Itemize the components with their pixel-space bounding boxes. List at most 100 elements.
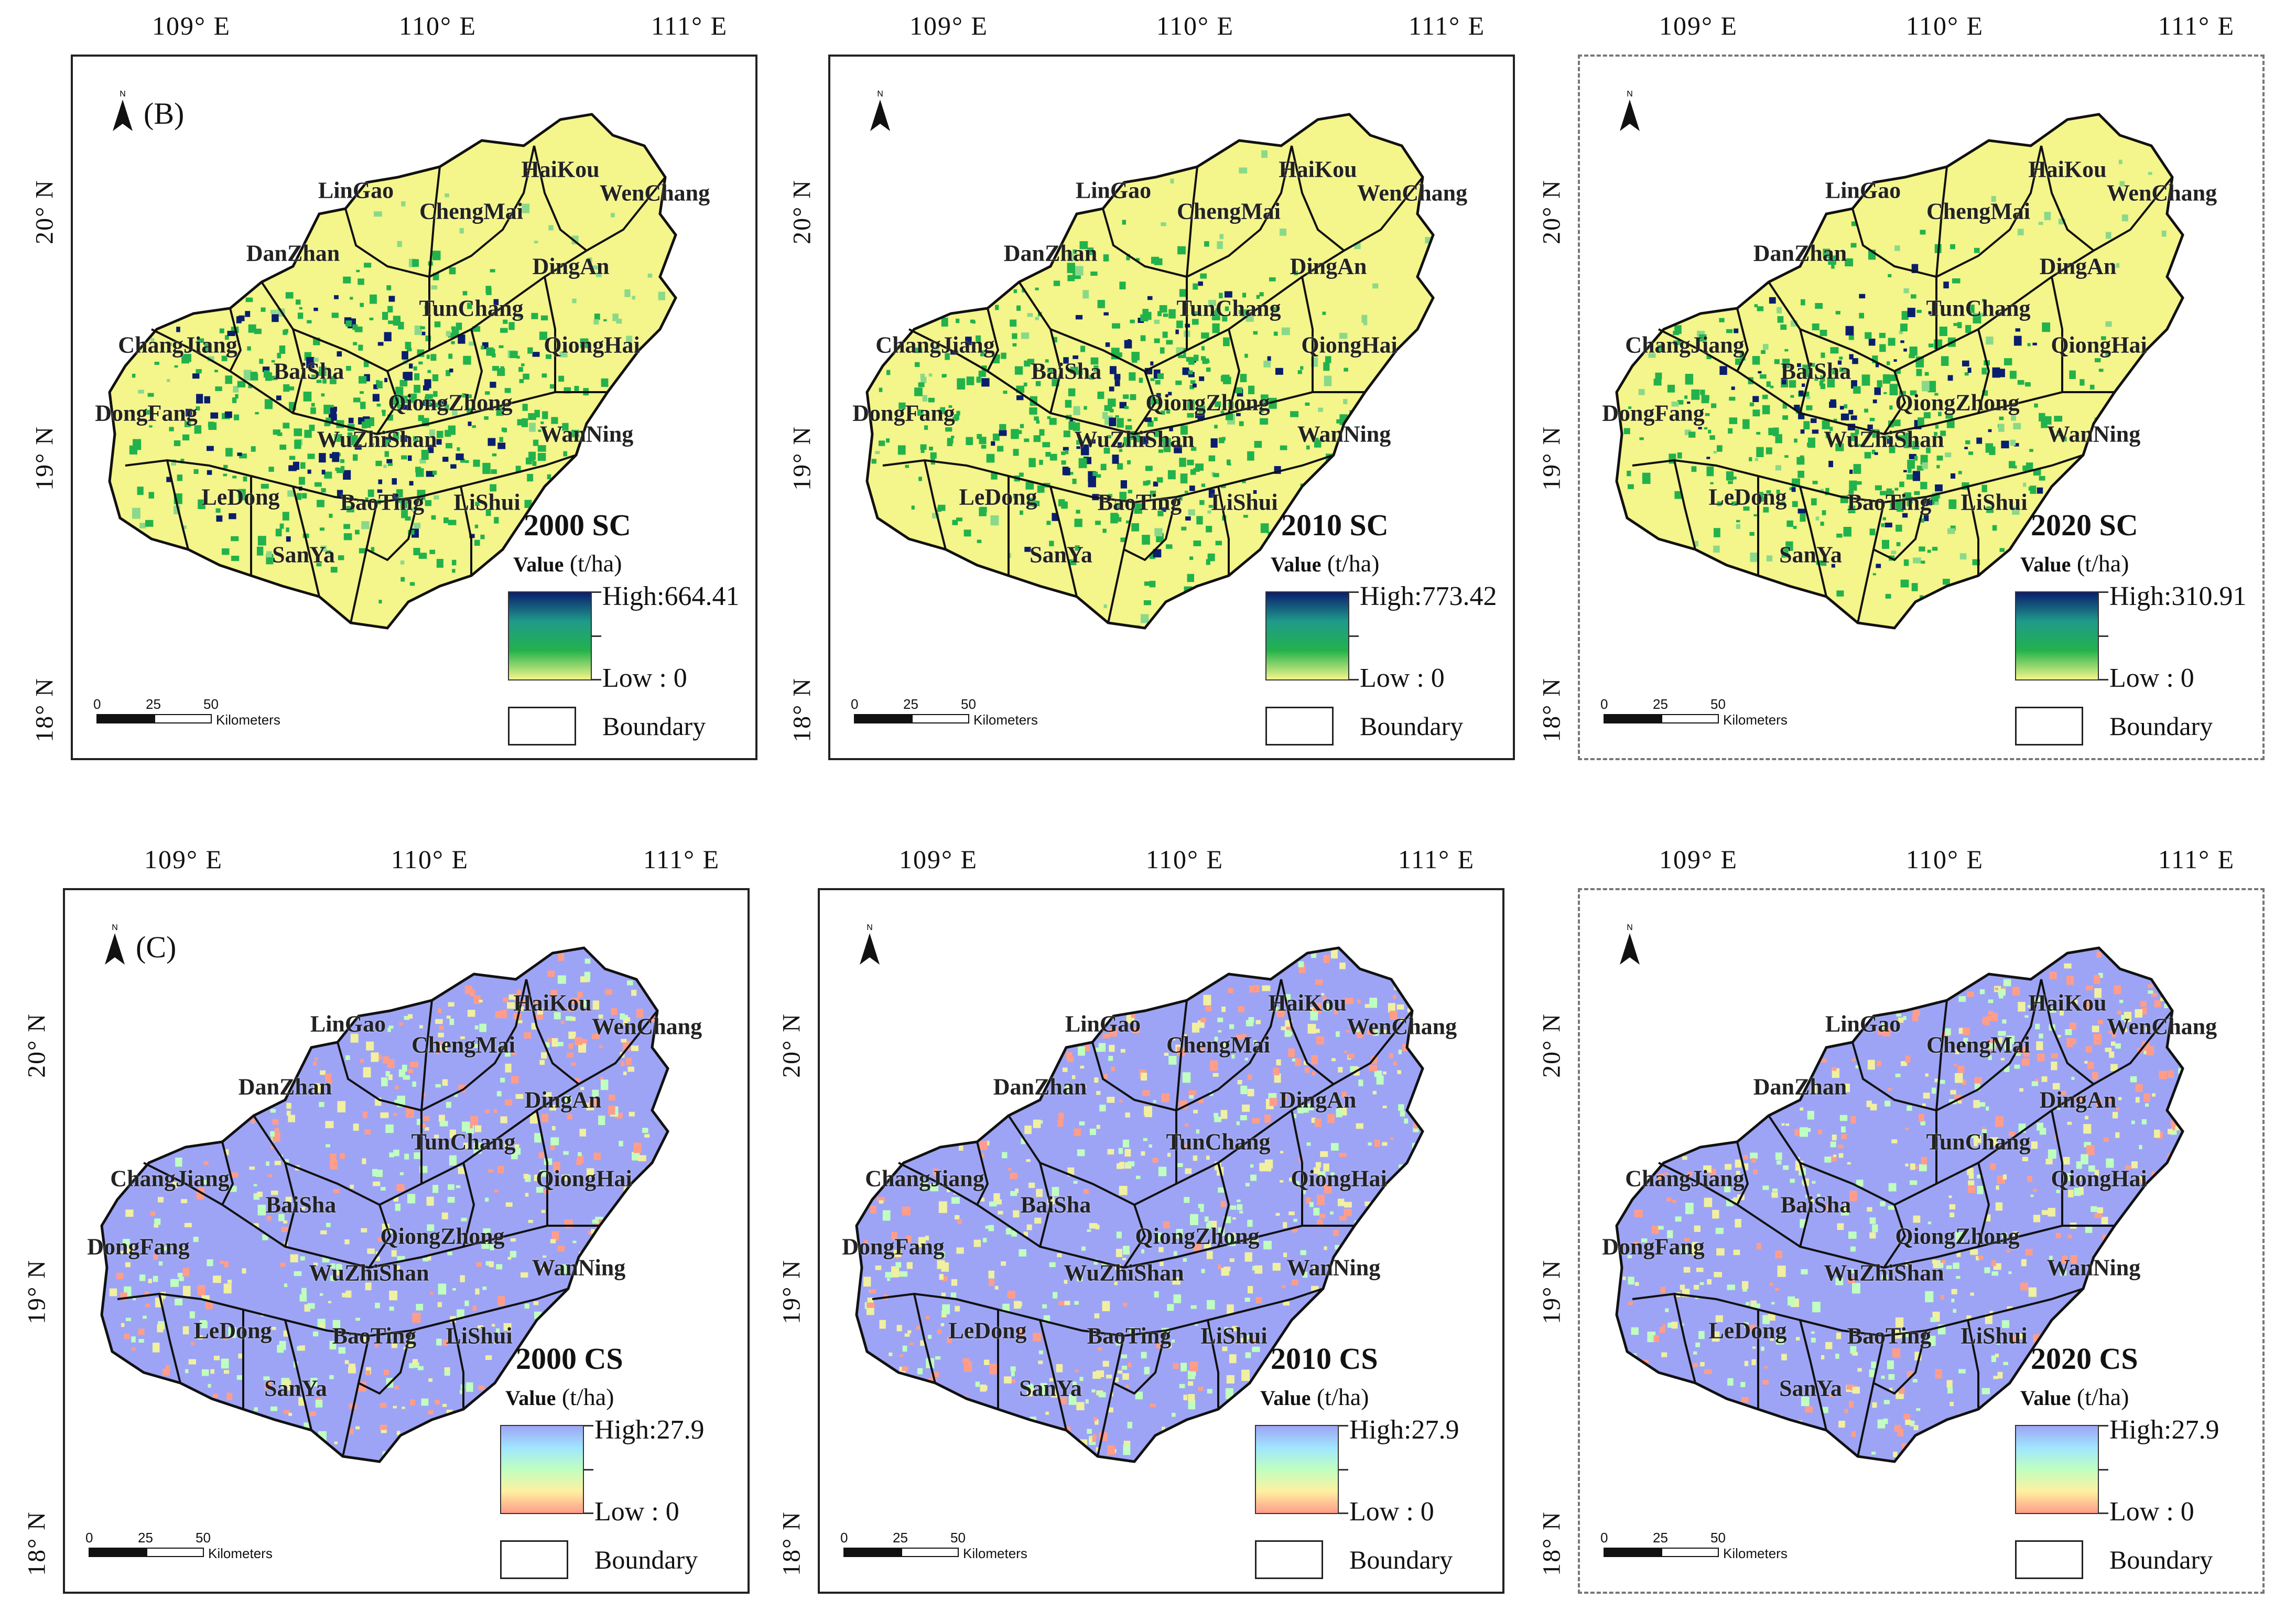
county-boundary — [1123, 496, 1177, 561]
county-boundary — [1123, 1204, 1146, 1269]
scale-segment — [912, 714, 969, 723]
scale-unit: Kilometers — [216, 712, 280, 728]
county-label: SanYa — [264, 1375, 327, 1401]
county-boundary — [221, 1141, 234, 1205]
county-boundary — [1091, 979, 1282, 1112]
county-boundary — [1291, 1110, 1303, 1226]
county-label: TunChang — [1166, 1129, 1271, 1155]
north-arrow-icon: N — [113, 90, 133, 131]
county-label: WenChang — [599, 180, 710, 206]
raster-texture — [129, 193, 665, 604]
county-boundary — [1873, 496, 1927, 561]
panel-letter: (B) — [144, 96, 185, 131]
longitude-label: 109° E — [144, 845, 223, 874]
longitude-label: 109° E — [1659, 845, 1738, 874]
county-label: WuZhiShan — [317, 426, 437, 452]
map-panel-sc2020: 109° E 110° E 111° E N LinGao HaiKou WenChang C… — [1538, 10, 2265, 760]
scale-tick-label: 50 — [203, 696, 219, 712]
county-boundary — [2040, 145, 2095, 252]
county-label: QiongZhong — [388, 390, 513, 416]
county-label: DanZhan — [993, 1074, 1087, 1100]
legend-boundary-swatch — [2015, 707, 2083, 745]
county-boundary — [536, 1110, 548, 1226]
scale-tick-label: 0 — [1600, 696, 1608, 712]
legend-boundary-label: Boundary — [2109, 1545, 2213, 1574]
latitude-label: 19° N — [1537, 426, 1566, 491]
county-label: DanZhan — [1003, 240, 1098, 266]
scale-unit: Kilometers — [963, 1546, 1027, 1561]
legend-tick — [1349, 679, 1359, 680]
county-label: ChengMai — [419, 198, 523, 224]
legend-low-label: Low : 0 — [1360, 663, 1445, 693]
county-label: BaoTing — [340, 489, 425, 515]
longitude-label: 110° E — [391, 845, 469, 874]
county-boundary — [337, 979, 527, 1112]
county-boundary — [1799, 329, 1812, 414]
county-boundary — [1632, 454, 2084, 504]
county-label: HaiKou — [1268, 990, 1347, 1016]
latitude-label: 20° N — [1537, 179, 1566, 244]
county-boundary — [1039, 1320, 1067, 1431]
county-label: QiongHai — [2051, 1165, 2147, 1192]
scale-unit: Kilometers — [1723, 712, 1788, 728]
county-label: HaiKou — [2028, 990, 2107, 1016]
county-label: TunChang — [1926, 1129, 2031, 1155]
county-boundary — [470, 329, 483, 414]
panel-letter: (C) — [136, 930, 177, 964]
county-label: BaiSha — [1020, 1192, 1091, 1218]
county-boundary — [898, 1162, 1355, 1269]
county-label: BaoTing — [1847, 1323, 1932, 1349]
county-label: WuZhiShan — [309, 1260, 429, 1286]
county-boundary — [1175, 1000, 1188, 1184]
county-label: ChengMai — [1926, 1032, 2030, 1058]
county-boundary — [1935, 166, 1948, 350]
island-map — [855, 946, 1424, 1463]
county-boundary — [1217, 1162, 1230, 1247]
county-label: WanNing — [532, 1255, 626, 1281]
county-label: DongFang — [1602, 400, 1705, 426]
county-boundary — [1632, 1288, 2084, 1337]
county-boundary — [229, 308, 242, 372]
county-boundary — [1658, 328, 2115, 436]
legend-value: Value (t/ha) — [2020, 1383, 2129, 1411]
county-label: TunChang — [411, 1129, 516, 1155]
legend-unit: (t/ha) — [2071, 550, 2129, 577]
county-boundary — [284, 1162, 297, 1247]
county-boundary — [2051, 276, 2063, 392]
svg-text:N: N — [867, 923, 873, 932]
county-label: QiongZhong — [380, 1223, 505, 1249]
county-label: DongFang — [1602, 1234, 1705, 1260]
scale-segment — [843, 1548, 901, 1557]
scale-tick-label: 25 — [146, 696, 161, 712]
county-boundary — [1113, 1330, 1167, 1395]
legend-value-label: Value — [513, 553, 564, 576]
county-label: DongFang — [87, 1234, 190, 1260]
svg-text:N: N — [112, 923, 118, 932]
legend-tick — [2099, 591, 2108, 593]
legend-tick — [2099, 1425, 2108, 1427]
county-label: WenChang — [2106, 1013, 2217, 1040]
county-label: DanZhan — [1753, 1074, 1847, 1100]
scale-segment — [854, 714, 912, 723]
legend-tick — [1339, 1468, 1348, 1471]
legend-low-label: Low : 0 — [594, 1497, 679, 1527]
county-boundary — [1217, 486, 1230, 576]
scale-tick-label: 0 — [85, 1530, 93, 1546]
county-label: SanYa — [1019, 1375, 1082, 1401]
county-boundary — [1736, 1141, 1749, 1205]
latitude-label: 19° N — [30, 426, 59, 491]
legend-high-label: High:27.9 — [2109, 1415, 2219, 1445]
county-boundary — [428, 166, 441, 350]
legend-title: 2000 SC — [524, 508, 631, 542]
legend-tick — [1339, 1425, 1348, 1427]
county-boundary — [1736, 308, 1749, 372]
scale-segment — [1604, 1548, 1661, 1557]
longitude-label: 109° E — [151, 11, 231, 40]
legend-high-label: High:27.9 — [594, 1415, 705, 1445]
legend-tick — [1339, 1512, 1348, 1514]
longitude-label: 111° E — [2158, 11, 2235, 40]
legend-high-label: High:664.41 — [602, 581, 740, 611]
county-label: DingAn — [532, 253, 610, 279]
scale-tick-label: 25 — [1653, 1530, 1668, 1546]
island-outline — [1615, 946, 2184, 1463]
